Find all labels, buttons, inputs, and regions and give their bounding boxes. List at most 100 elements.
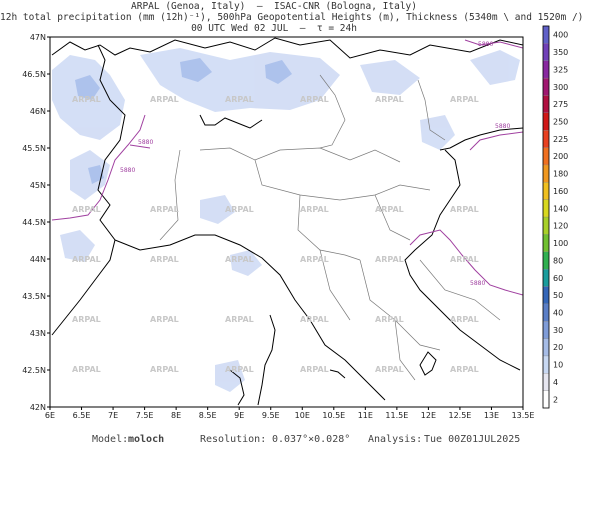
colorbar-label: 10 [553, 361, 563, 370]
colorbar-swatch [542, 43, 550, 61]
svg-text:ARPAL: ARPAL [150, 365, 179, 374]
svg-text:ARPAL: ARPAL [450, 365, 479, 374]
svg-text:5880: 5880 [120, 167, 135, 174]
lat-label: 42.5N [22, 366, 46, 375]
colorbar-label: 250 [553, 118, 568, 127]
colorbar-swatch [542, 112, 550, 131]
lon-label: 7.5E [136, 411, 154, 420]
svg-text:ARPAL: ARPAL [450, 205, 479, 214]
colorbar-swatch [542, 338, 550, 357]
colorbar-swatch [542, 373, 550, 391]
colorbar-swatch [542, 286, 550, 304]
geopotential-contours [51, 39, 523, 296]
colorbar-swatch [542, 303, 550, 322]
svg-text:ARPAL: ARPAL [450, 95, 479, 104]
svg-text:ARPAL: ARPAL [375, 95, 404, 104]
colorbar-swatch [542, 268, 550, 287]
header-time: 00 UTC Wed 02 JUL – τ = 24h [191, 23, 357, 34]
colorbar-label: 100 [553, 239, 568, 248]
lon-label: 9.5E [262, 411, 280, 420]
colorbar-label: 400 [553, 31, 568, 40]
contour-labels: 5880 5880 5880 5880 5880 [120, 41, 510, 287]
svg-text:ARPAL: ARPAL [225, 95, 254, 104]
lon-label: 12.5E [448, 411, 471, 420]
precipitation-map: ARPAL ARPAL ARPAL ARPAL ARPAL ARPAL ARPA… [22, 25, 568, 420]
lat-label: 46.5N [22, 70, 46, 79]
colorbar-swatch [542, 216, 550, 235]
svg-text:ARPAL: ARPAL [225, 205, 254, 214]
svg-text:ARPAL: ARPAL [72, 205, 101, 214]
lon-label: 7E [108, 411, 118, 420]
colorbar-swatch [542, 77, 550, 96]
lat-label: 44.5N [22, 218, 46, 227]
regional-borders [159, 74, 501, 381]
svg-text:5880: 5880 [470, 280, 485, 287]
footer: Model: moloch Resolution: 0.037°×0.028° … [0, 434, 600, 511]
svg-text:ARPAL: ARPAL [72, 95, 101, 104]
svg-text:ARPAL: ARPAL [450, 315, 479, 324]
lon-label: 9E [234, 411, 244, 420]
svg-text:ARPAL: ARPAL [72, 365, 101, 374]
resolution-value: 0.037°×0.028° [272, 434, 351, 445]
svg-text:ARPAL: ARPAL [150, 255, 179, 264]
svg-text:ARPAL: ARPAL [225, 315, 254, 324]
colorbar-label: 160 [553, 187, 568, 196]
lat-label: 45.5N [22, 144, 46, 153]
lat-label: 43.5N [22, 292, 46, 301]
colorbar-label: 325 [553, 65, 568, 74]
lon-label: 6E [45, 411, 55, 420]
colorbar-label: 120 [553, 222, 568, 231]
watermarks: ARPAL ARPAL ARPAL ARPAL ARPAL ARPAL ARPA… [72, 95, 479, 374]
svg-text:ARPAL: ARPAL [150, 315, 179, 324]
svg-text:ARPAL: ARPAL [72, 315, 101, 324]
colorbar-label: 2 [553, 395, 558, 404]
analysis-label: Analysis: [368, 434, 423, 445]
colorbar-swatch [542, 251, 550, 270]
lon-label: 6.5E [73, 411, 91, 420]
header-variables: 12h total precipitation (mm (12h)⁻¹), 50… [0, 12, 584, 23]
resolution-label: Resolution: [200, 434, 267, 445]
colorbar-swatch [542, 199, 550, 218]
colorbar-swatch [542, 147, 550, 166]
lat-label: 43N [30, 329, 46, 338]
svg-text:ARPAL: ARPAL [450, 255, 479, 264]
analysis-value: Tue 00Z01JUL2025 [424, 434, 521, 445]
lon-label: 10E [295, 411, 310, 420]
colorbar-swatch [542, 164, 550, 183]
lon-label: 8.5E [199, 411, 217, 420]
colorbar-label: 350 [553, 48, 568, 57]
lon-label: 12E [421, 411, 436, 420]
colorbar-label: 50 [553, 291, 563, 300]
svg-text:ARPAL: ARPAL [300, 95, 329, 104]
lat-label: 42N [30, 403, 46, 412]
precipitation-colorbar: 2 4 10 20 30 40 50 60 80 100 120 140 160 180 200 225 250… [542, 25, 568, 409]
colorbar-swatch [542, 25, 550, 44]
colorbar-swatch [542, 182, 550, 200]
colorbar-swatch [542, 130, 550, 148]
colorbar-swatch [542, 355, 550, 374]
lon-label: 13.5E [512, 411, 535, 420]
colorbar-label: 40 [553, 309, 563, 318]
lon-label: 11E [358, 411, 373, 420]
svg-text:ARPAL: ARPAL [375, 205, 404, 214]
lat-label: 46N [30, 107, 46, 116]
svg-text:ARPAL: ARPAL [150, 205, 179, 214]
colorbar-label: 60 [553, 274, 563, 283]
header-title: ARPAL (Genoa, Italy) – ISAC-CNR (Bologna… [131, 1, 417, 12]
colorbar-swatch [542, 95, 550, 113]
svg-text:5880: 5880 [495, 123, 510, 130]
lon-label: 8E [171, 411, 181, 420]
colorbar-swatch [542, 321, 550, 339]
colorbar-label: 225 [553, 135, 568, 144]
longitude-axis: 6E 6.5E 7E 7.5E 8E 8.5E 9E 9.5E 10E 10.5E 11E 11.5E… [45, 407, 535, 420]
colorbar-swatch [542, 60, 550, 79]
colorbar-swatch [542, 390, 550, 409]
svg-text:ARPAL: ARPAL [300, 365, 329, 374]
svg-text:ARPAL: ARPAL [225, 255, 254, 264]
svg-text:ARPAL: ARPAL [375, 315, 404, 324]
model-value: moloch [128, 434, 165, 445]
colorbar-frame [542, 25, 550, 409]
precipitation-core [75, 58, 292, 184]
svg-text:ARPAL: ARPAL [150, 95, 179, 104]
colorbar-label: 300 [553, 83, 568, 92]
